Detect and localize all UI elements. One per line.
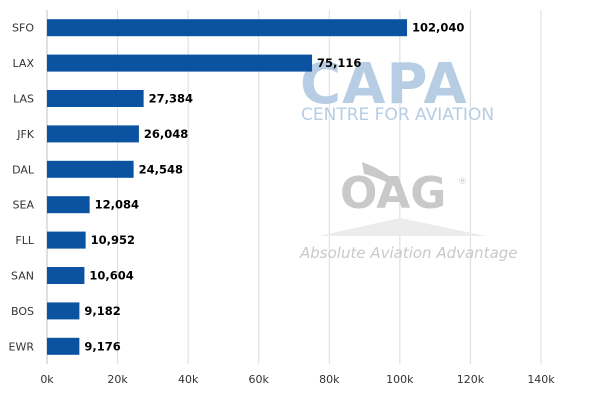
x-tick-label: 60k bbox=[249, 373, 270, 386]
x-axis-labels: 0k 20k 40k 60k 80k 100k 120k 140k bbox=[40, 373, 555, 386]
capa-logo-text: CAPA bbox=[300, 52, 468, 117]
y-tick-label: SFO bbox=[12, 22, 34, 35]
oag-watermark: OAG ® Absolute Aviation Advantage bbox=[299, 162, 518, 262]
bar bbox=[47, 267, 85, 284]
watermarks: CAPA CENTRE FOR AVIATION OAG ® Absolute … bbox=[299, 52, 518, 262]
data-label: 10,604 bbox=[89, 269, 133, 283]
oag-divider bbox=[318, 218, 486, 236]
data-label: 10,952 bbox=[91, 233, 135, 247]
x-tick-label: 100k bbox=[386, 373, 414, 386]
oag-tagline: Absolute Aviation Advantage bbox=[299, 244, 518, 262]
y-tick-label: LAX bbox=[13, 57, 35, 70]
x-tick-label: 0k bbox=[40, 373, 54, 386]
data-label: 75,116 bbox=[317, 56, 361, 70]
x-tick-label: 120k bbox=[457, 373, 485, 386]
bar bbox=[47, 160, 134, 178]
x-tick-label: 80k bbox=[319, 373, 340, 386]
data-label: 9,182 bbox=[84, 304, 120, 318]
bar bbox=[47, 125, 139, 143]
x-tick-label: 20k bbox=[107, 373, 128, 386]
bars bbox=[47, 19, 408, 355]
x-tick-label: 40k bbox=[178, 373, 199, 386]
bar bbox=[47, 90, 144, 107]
oag-logo-text: OAG bbox=[340, 168, 446, 219]
y-axis-labels: SFO LAX LAS JFK DAL SEA FLL SAN BOS EWR bbox=[9, 22, 35, 354]
y-tick-label: SAN bbox=[11, 270, 34, 283]
data-label: 9,176 bbox=[84, 339, 120, 353]
x-tick-label: 140k bbox=[527, 373, 555, 386]
data-label: 12,084 bbox=[95, 198, 139, 212]
bar bbox=[47, 231, 86, 249]
bar bbox=[47, 54, 313, 72]
y-tick-label: LAS bbox=[13, 93, 34, 106]
y-tick-label: SEA bbox=[13, 199, 35, 212]
data-labels: 102,040 75,116 27,384 26,048 24,548 12,084 10,… bbox=[84, 21, 464, 354]
data-label: 27,384 bbox=[149, 92, 193, 106]
data-label: 24,548 bbox=[139, 162, 183, 176]
capa-watermark: CAPA CENTRE FOR AVIATION bbox=[300, 52, 494, 125]
y-tick-label: DAL bbox=[12, 163, 35, 176]
oag-registered-mark: ® bbox=[458, 177, 467, 187]
bar bbox=[47, 19, 408, 37]
y-tick-label: EWR bbox=[9, 340, 35, 353]
y-tick-label: BOS bbox=[11, 305, 34, 318]
bar bbox=[47, 196, 90, 214]
oag-swoosh-icon bbox=[362, 162, 404, 192]
bar bbox=[47, 302, 80, 320]
data-label: 26,048 bbox=[144, 127, 188, 141]
y-tick-label: JFK bbox=[16, 128, 35, 141]
bar bbox=[47, 337, 80, 355]
y-tick-label: FLL bbox=[15, 234, 34, 247]
capa-logo-subtitle: CENTRE FOR AVIATION bbox=[301, 105, 494, 125]
data-label: 102,040 bbox=[412, 21, 464, 35]
